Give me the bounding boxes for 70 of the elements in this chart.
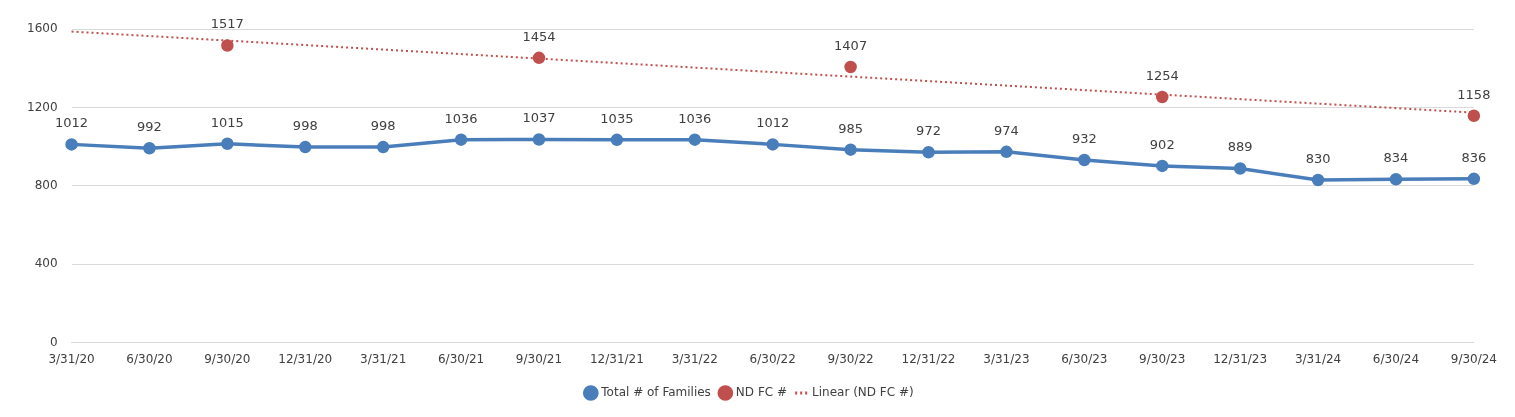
legend-label: Linear (ND FC #)	[812, 385, 914, 400]
point	[299, 140, 312, 154]
data-label: 1254	[1145, 67, 1179, 83]
data-label: 972	[916, 123, 941, 139]
x-tick-label: 9/30/23	[1139, 351, 1186, 366]
point	[1078, 153, 1091, 167]
x-tick-label: 12/31/22	[901, 351, 956, 366]
data-label: 902	[1149, 136, 1175, 152]
legend-label: ND FC #	[735, 385, 788, 400]
x-tick-label: 9/30/20	[204, 351, 251, 366]
x-tick-label: 12/31/21	[589, 351, 644, 366]
point	[688, 133, 702, 146]
data-label: 1037	[522, 110, 556, 126]
data-label: 992	[137, 119, 162, 135]
y-tick-label: 1200	[26, 99, 58, 114]
data-label: 1012	[756, 115, 790, 131]
data-label: 1517	[210, 16, 244, 32]
data-label: 836	[1461, 149, 1487, 165]
point	[1389, 172, 1403, 186]
y-tick-label: 800	[34, 178, 58, 193]
y-tick-label: 0	[49, 334, 58, 349]
point	[766, 138, 779, 151]
data-label: 1036	[678, 110, 712, 126]
point	[1155, 159, 1169, 173]
x-tick-label: 9/30/22	[827, 351, 874, 366]
x-tick-label: 3/31/24	[1294, 351, 1342, 366]
x-tick-label: 6/30/24	[1372, 351, 1420, 366]
x-tick-label: 6/30/20	[126, 351, 173, 366]
data-label: 889	[1227, 139, 1253, 155]
x-tick-label: 9/30/21	[515, 351, 563, 366]
point	[610, 133, 624, 147]
point	[376, 140, 390, 154]
point	[65, 138, 78, 151]
data-label: 1407	[834, 37, 868, 53]
point	[532, 133, 546, 146]
data-label: 1454	[522, 28, 556, 44]
point	[844, 143, 857, 156]
x-tick-label: 6/30/21	[437, 351, 485, 366]
y-tick-label: 1600	[26, 21, 58, 36]
point	[1000, 145, 1013, 159]
point	[454, 133, 468, 146]
x-tick-label: 3/31/23	[983, 351, 1030, 366]
data-label: 1012	[54, 115, 89, 131]
data-label: 974	[994, 122, 1019, 138]
point	[922, 145, 935, 159]
x-tick-label: 12/31/23	[1213, 351, 1268, 366]
x-tick-label: 6/30/23	[1061, 351, 1108, 366]
data-label: 932	[1071, 130, 1097, 146]
legend-label: Total # of Families	[600, 385, 711, 400]
data-label: 1158	[1457, 86, 1491, 102]
x-tick-label: 3/31/20	[48, 351, 95, 366]
x-tick-label: 12/31/20	[278, 351, 333, 366]
x-tick-label: 3/31/21	[360, 351, 407, 366]
point	[143, 142, 156, 155]
point	[1467, 172, 1481, 186]
point	[221, 137, 234, 151]
x-tick-label: 3/31/22	[671, 351, 718, 366]
data-label: 1035	[600, 110, 634, 126]
y-tick-label: 400	[34, 256, 58, 271]
point	[1311, 173, 1325, 187]
data-label: 830	[1305, 150, 1331, 166]
x-tick-label: 6/30/22	[749, 351, 796, 366]
data-label: 998	[370, 117, 396, 133]
x-tick-label: 9/30/24	[1450, 351, 1497, 366]
data-label: 998	[292, 117, 318, 133]
data-label: 1015	[210, 114, 244, 130]
data-label: 985	[838, 120, 864, 136]
data-label: 834	[1383, 150, 1409, 166]
point	[1233, 162, 1247, 175]
data-label: 1036	[444, 110, 478, 126]
